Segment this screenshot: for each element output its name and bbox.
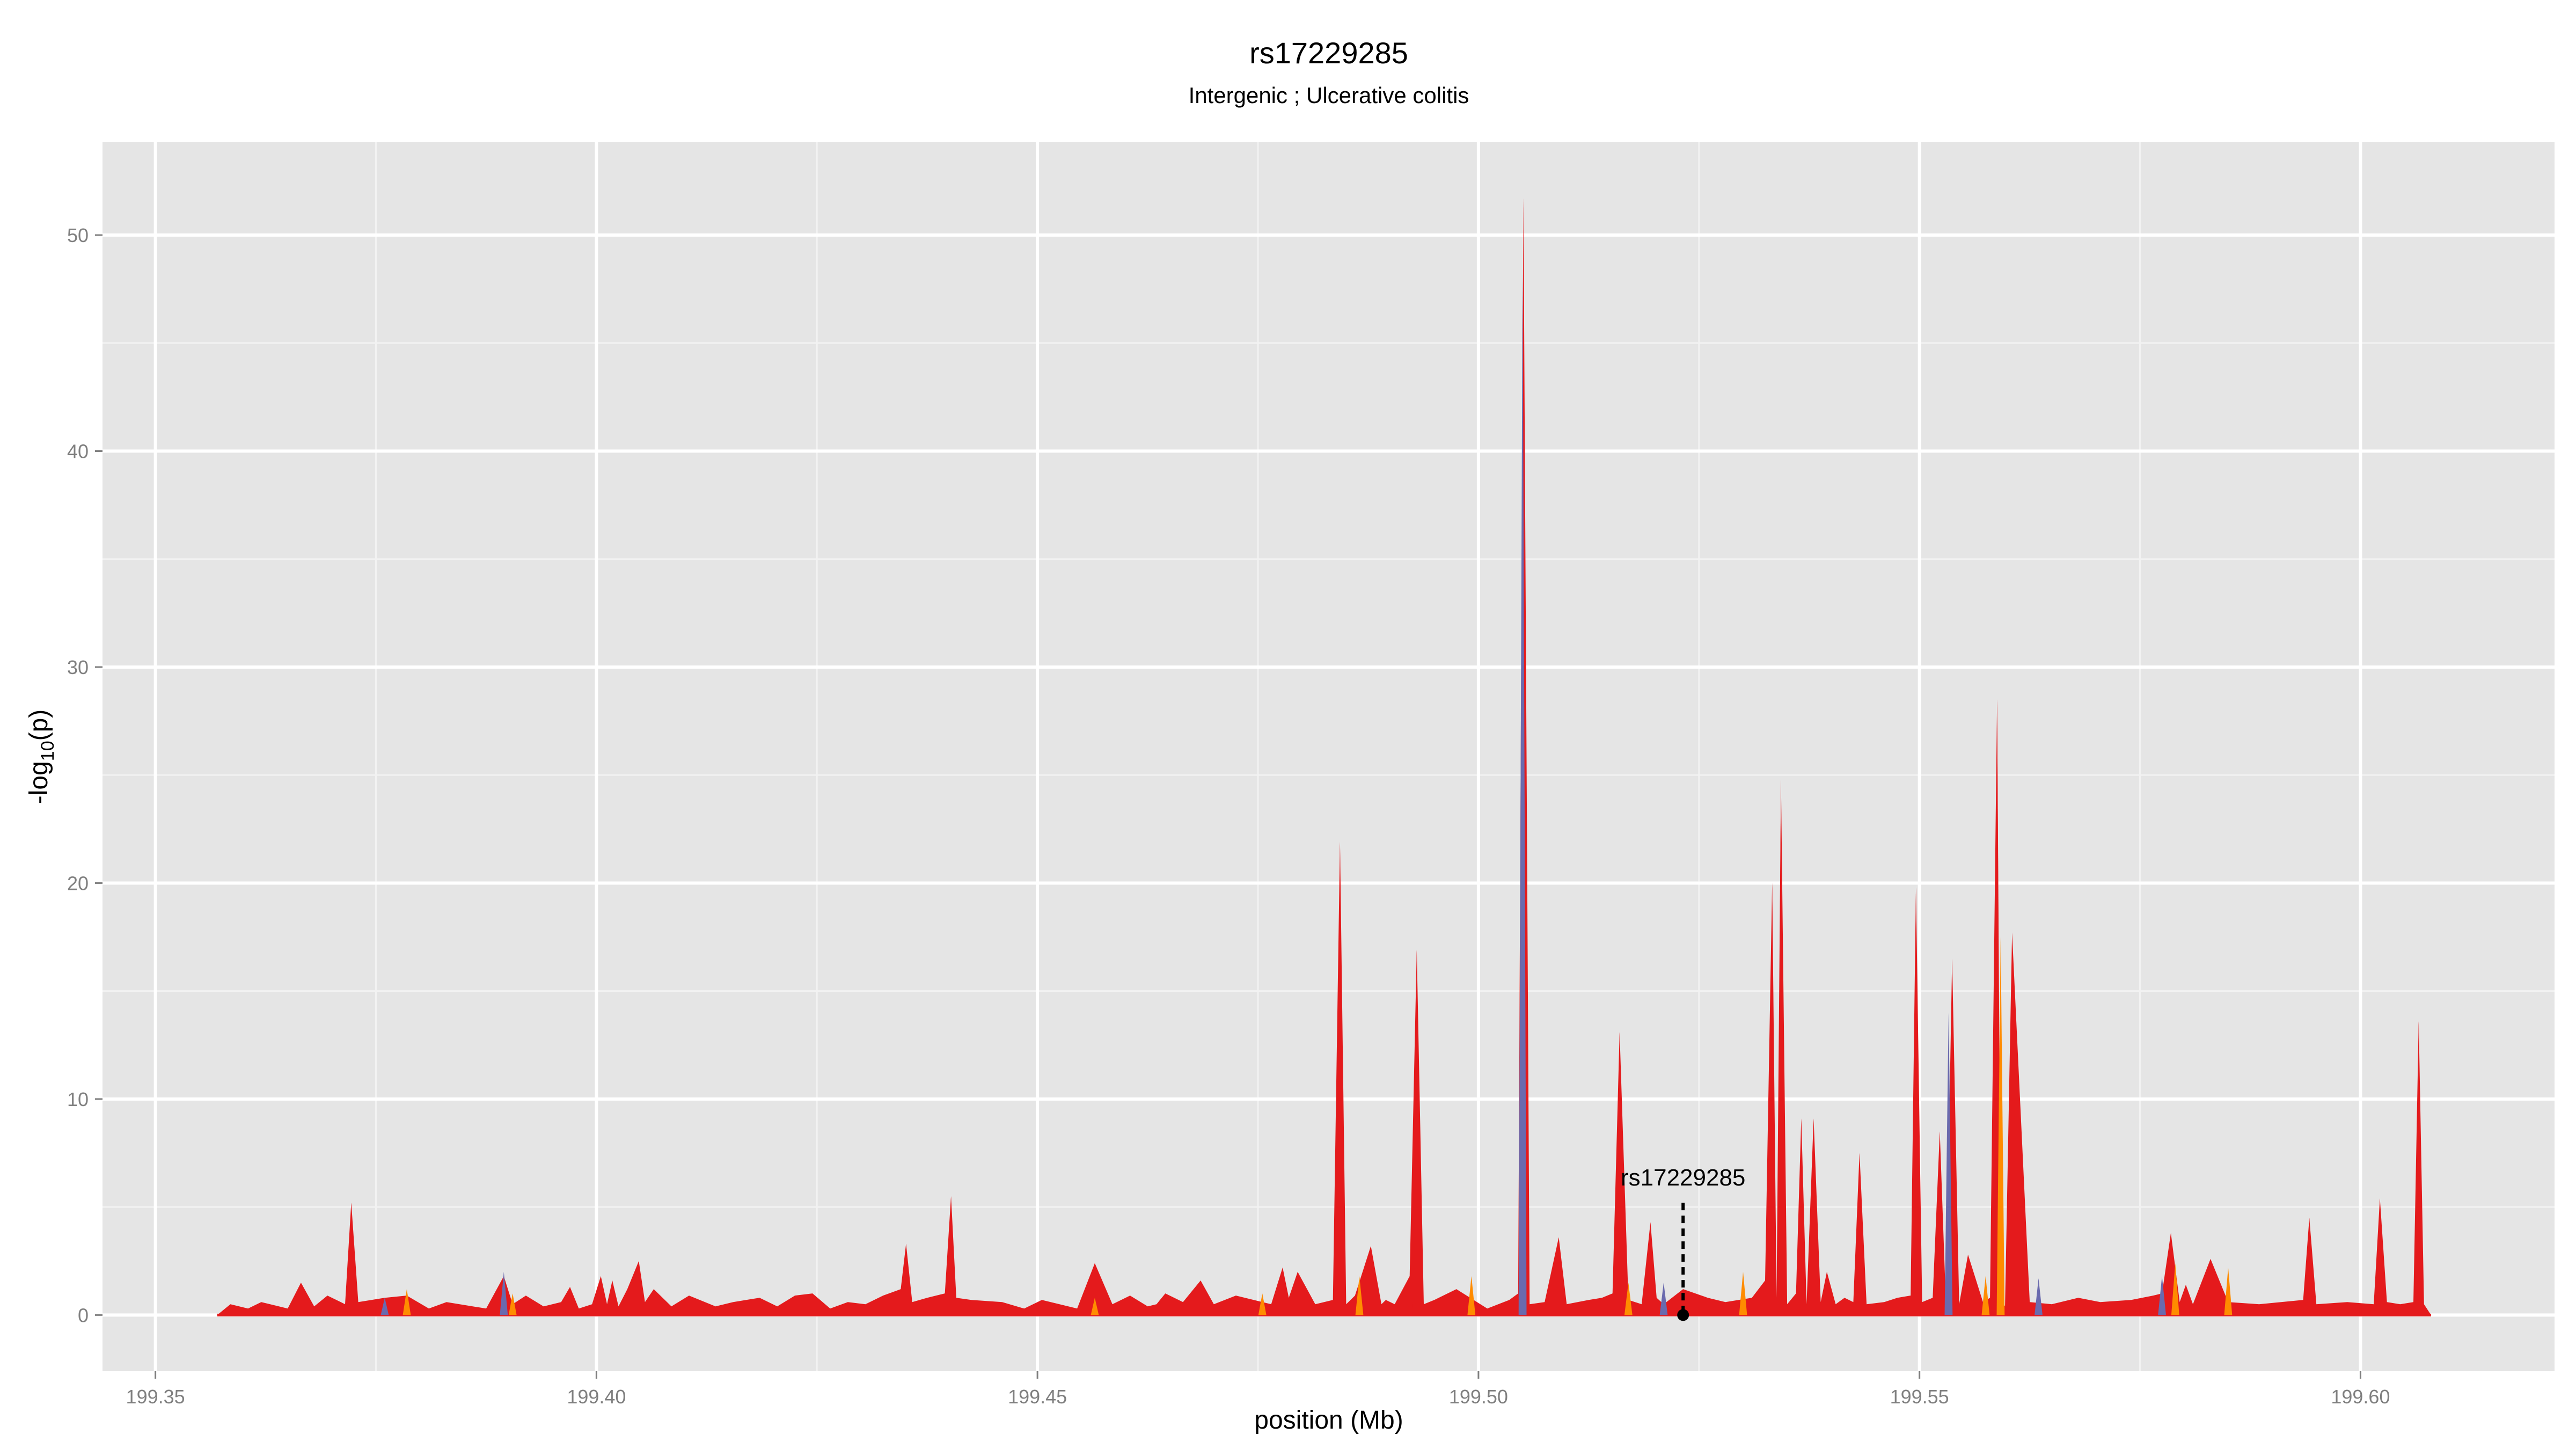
data-peak [2414, 1021, 2423, 1315]
data-peak [402, 1289, 411, 1315]
data-peak [623, 1289, 632, 1315]
data-peak [380, 1298, 389, 1315]
data-peak [1739, 1271, 1747, 1315]
y-tick-label: 20 [67, 872, 89, 894]
data-peak [1944, 1012, 1953, 1315]
data-peak [1936, 1131, 1944, 1315]
data-peak [1777, 779, 1785, 1315]
data-peak [2224, 1267, 2233, 1315]
data-peak [1659, 1283, 1668, 1315]
y-axis-label: -log10(p) [25, 709, 58, 804]
x-tick-label: 199.40 [567, 1386, 626, 1408]
data-peak [2171, 1263, 2179, 1315]
data-peak [1768, 883, 1776, 1315]
data-peak [1964, 1254, 1972, 1315]
data-peak [297, 1283, 305, 1315]
data-peak [1810, 1118, 1818, 1315]
x-axis: 199.35 199.40 199.45 199.50 199.55 199.60 [126, 1371, 2390, 1408]
data-peak [2376, 1198, 2384, 1315]
data-peak [1258, 1293, 1267, 1315]
data-peak [1624, 1283, 1633, 1315]
data-peak [2035, 1278, 2043, 1315]
y-axis-label-subscript: 10 [38, 741, 58, 761]
x-tick-label: 199.55 [1890, 1386, 1949, 1408]
x-tick-label: 199.45 [1008, 1386, 1067, 1408]
data-peak [1091, 1298, 1099, 1315]
series-layer [217, 198, 2431, 1316]
chart-title: rs17229285 [1249, 36, 1408, 70]
data-peak [500, 1271, 508, 1315]
y-tick-label: 0 [78, 1304, 89, 1326]
y-tick-label: 50 [67, 224, 89, 246]
data-peak [1406, 1276, 1414, 1315]
data-peak [1555, 1237, 1563, 1315]
annotation-label: rs17229285 [1621, 1165, 1745, 1191]
data-peak [566, 1287, 574, 1315]
data-peak [2305, 1218, 2314, 1315]
data-peak [508, 1293, 517, 1315]
data-peak [1293, 1271, 1302, 1315]
data-peak [1518, 267, 1527, 1315]
data-peak [2167, 1233, 2175, 1315]
data-peak [1278, 1267, 1287, 1315]
data-peak [1912, 887, 1920, 1315]
data-peak [1413, 950, 1421, 1315]
data-peak [1196, 1280, 1205, 1315]
x-axis-label: position (Mb) [1254, 1406, 1403, 1435]
data-peak [634, 1261, 643, 1315]
data-peak [1855, 1153, 1864, 1315]
minor-grid [103, 142, 2555, 1371]
y-tick-label: 10 [67, 1088, 89, 1110]
data-peak [1091, 1263, 1099, 1315]
data-peak [1336, 842, 1344, 1315]
data-peak [2182, 1285, 2190, 1315]
data-peak [649, 1289, 658, 1315]
data-peak [2158, 1276, 2166, 1315]
data-peak [1646, 1222, 1655, 1315]
y-axis-label-main: -log [25, 761, 53, 804]
data-peak [597, 1276, 605, 1315]
data-peak [1981, 1276, 1990, 1315]
y-tick-label: 30 [67, 656, 89, 678]
plot-panel [103, 142, 2555, 1371]
data-peak [1355, 1276, 1364, 1315]
data-peak [947, 1196, 955, 1315]
data-peak [608, 1280, 617, 1315]
x-tick-label: 199.50 [1449, 1386, 1508, 1408]
data-peak [1367, 1246, 1375, 1315]
data-peak [1996, 937, 2005, 1315]
x-tick-label: 199.60 [2331, 1386, 2390, 1408]
data-peak [1679, 1289, 1687, 1315]
data-peak [1467, 1276, 1476, 1315]
data-peak [347, 1203, 355, 1315]
annotation-point [1677, 1309, 1689, 1321]
data-peak [1761, 1280, 1769, 1315]
data-peak [902, 1243, 910, 1315]
x-tick-label: 199.35 [126, 1386, 185, 1408]
data-peak [1615, 1032, 1624, 1315]
chart-subtitle: Intergenic ; Ulcerative colitis [1189, 83, 1469, 108]
data-peak [2206, 1258, 2215, 1315]
data-peak [1823, 1271, 1831, 1315]
y-axis-label-end: (p) [25, 709, 53, 741]
data-peak [1452, 1289, 1461, 1315]
data-peak [2008, 933, 2016, 1315]
data-peak [1797, 1118, 1805, 1315]
y-tick-label: 40 [67, 441, 89, 463]
y-axis: 0 10 20 30 40 50 [67, 224, 103, 1326]
annotation-layer: rs17229285 [1621, 1165, 1745, 1321]
